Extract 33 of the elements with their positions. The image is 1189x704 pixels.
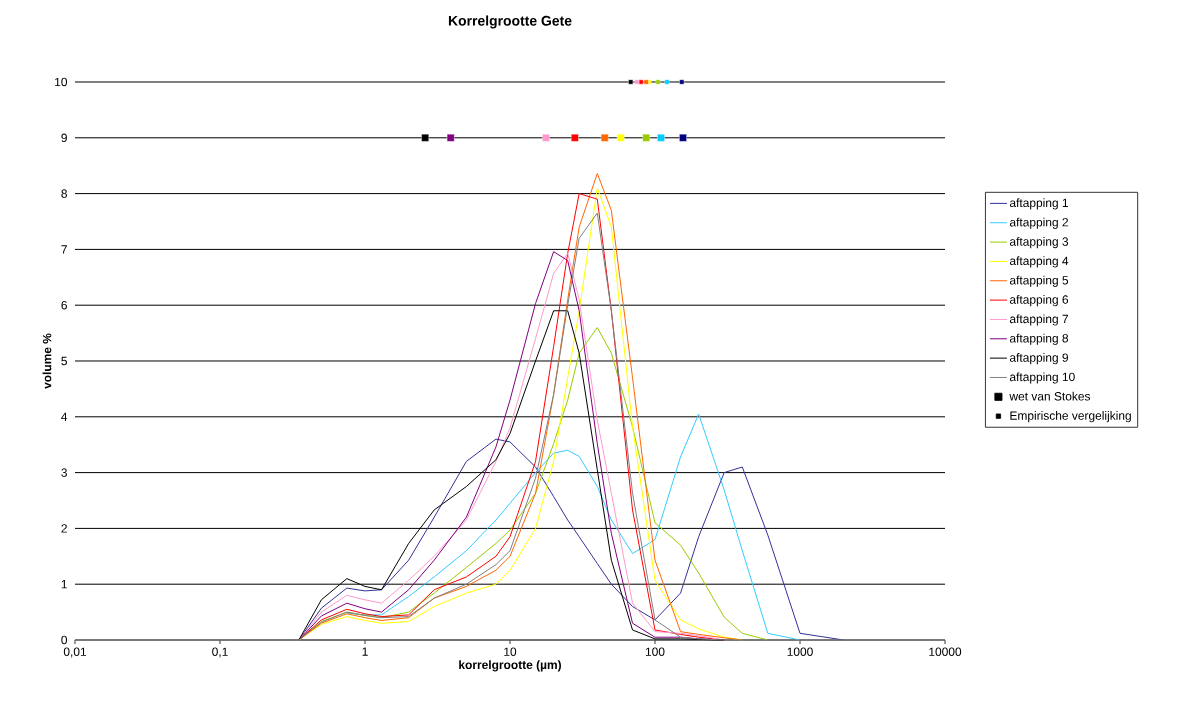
legend-label: aftapping 10 (1009, 372, 1075, 384)
y-tick-label: 1 (61, 580, 67, 589)
x-tick-label: 100 (645, 647, 665, 656)
legend-label: wet van Stokes (1009, 391, 1091, 401)
x-tick-label: 10000 (929, 647, 962, 656)
y-tick-label: 6 (61, 300, 67, 310)
x-tick-label: 0,1 (212, 647, 228, 658)
y-tick-label: 0 (61, 635, 68, 645)
legend-label: aftapping 2 (1009, 217, 1068, 229)
legend-label: aftapping 1 (1009, 198, 1068, 210)
y-tick-label: 8 (61, 189, 67, 198)
legend-label: aftapping 3 (1009, 237, 1069, 249)
y-tick-label: 3 (61, 468, 67, 477)
x-tick-label: 1000 (787, 647, 813, 656)
legend-label: aftapping 6 (1009, 295, 1069, 307)
x-axis-title: korrelgrootte (µm) (459, 660, 561, 672)
chart-title: Korrelgrootte Gete (448, 15, 572, 29)
legend-label: aftapping 5 (1009, 275, 1069, 287)
x-tick-label: 10 (504, 647, 517, 656)
legend-label: aftapping 4 (1009, 256, 1069, 268)
y-tick-label: 2 (61, 524, 67, 533)
y-tick-label: 5 (61, 356, 67, 366)
legend-label: Empirische vergelijking (1010, 411, 1131, 423)
x-tick-label: 0,01 (63, 647, 87, 658)
legend-label: aftapping 8 (1009, 333, 1069, 345)
y-tick-label: 4 (61, 412, 68, 421)
y-tick-label: 9 (61, 133, 67, 143)
y-axis-title: volume % (42, 333, 52, 389)
legend-label: aftapping 9 (1009, 353, 1068, 365)
x-tick-label: 1 (362, 647, 368, 656)
y-tick-label: 10 (55, 77, 68, 87)
legend-label: aftapping 7 (1009, 314, 1068, 326)
y-tick-label: 7 (61, 245, 67, 254)
